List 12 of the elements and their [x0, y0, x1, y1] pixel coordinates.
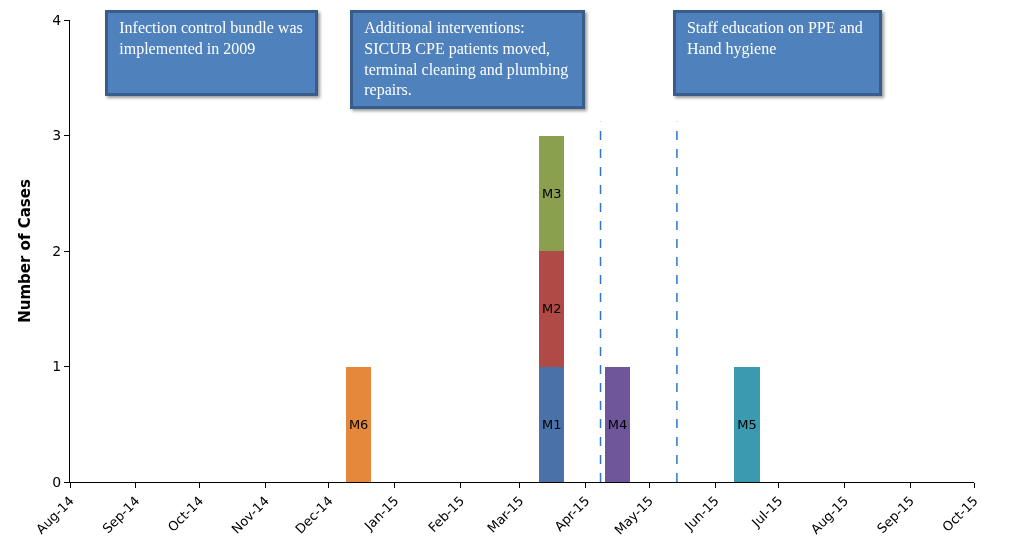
- series-label: M2: [541, 301, 562, 317]
- series-label: M6: [348, 416, 369, 432]
- y-tick-label: 3: [52, 127, 62, 144]
- y-tick-label: 0: [52, 473, 62, 490]
- y-tick-label: 4: [52, 11, 62, 28]
- series-label: M3: [541, 185, 562, 201]
- y-axis-title: Number of Cases: [16, 179, 34, 323]
- series-label: M5: [737, 416, 757, 432]
- y-tick-label: 1: [52, 358, 62, 375]
- series-label: M4: [607, 416, 628, 432]
- series-label: M1: [541, 416, 562, 432]
- y-tick-label: 2: [52, 242, 62, 259]
